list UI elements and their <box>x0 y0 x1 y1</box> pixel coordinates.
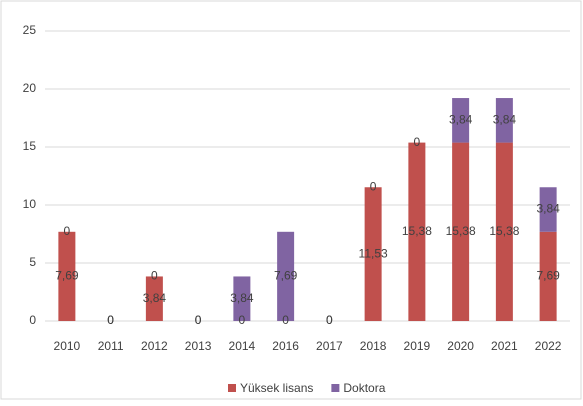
bar-segment <box>452 142 470 321</box>
x-tick-label: 2017 <box>316 339 343 353</box>
x-tick-label: 2019 <box>404 339 431 353</box>
bar-segment <box>452 98 470 143</box>
data-label: 15,38 <box>489 224 519 238</box>
bar-segment <box>233 276 251 321</box>
x-tick-label: 2012 <box>141 339 168 353</box>
data-label: 7,69 <box>536 269 560 283</box>
data-label: 0 <box>151 269 158 283</box>
data-label: 3,84 <box>230 291 254 305</box>
y-tick-label: 10 <box>23 197 37 211</box>
y-tick-label: 0 <box>29 313 36 327</box>
x-tick-label: 2022 <box>535 339 562 353</box>
data-label: 0 <box>414 135 421 149</box>
data-label: 7,69 <box>274 269 298 283</box>
bar-segment <box>539 231 557 321</box>
x-tick-label: 2018 <box>360 339 387 353</box>
bar-segment <box>364 187 382 321</box>
x-tick-label: 2011 <box>98 339 124 353</box>
data-label: 11,53 <box>359 246 388 260</box>
y-tick-label: 5 <box>29 255 36 269</box>
data-label: 0 <box>370 179 377 193</box>
data-label: 15,38 <box>446 224 476 238</box>
bar-segment <box>58 231 76 321</box>
y-tick-label: 15 <box>23 139 37 153</box>
bar-segment <box>277 231 295 321</box>
data-label: 15,38 <box>402 224 432 238</box>
data-label: 0 <box>195 313 202 327</box>
data-label: 0 <box>107 313 114 327</box>
y-tick-label: 25 <box>23 23 37 37</box>
bar-segment <box>495 142 513 321</box>
data-label: 0 <box>326 313 333 327</box>
data-label: 0 <box>195 313 202 327</box>
x-tick-label: 2016 <box>272 339 299 353</box>
data-label: 0 <box>326 313 333 327</box>
legend-label: Doktora <box>343 381 385 395</box>
y-tick-label: 20 <box>23 81 37 95</box>
data-label: 0 <box>239 313 246 327</box>
data-label: 0 <box>64 224 71 238</box>
bar-segment <box>539 187 557 232</box>
x-tick-label: 2020 <box>447 339 474 353</box>
data-label: 3,84 <box>449 112 473 126</box>
bar-segment <box>408 142 426 321</box>
data-label: 3,84 <box>143 291 167 305</box>
x-tick-label: 2013 <box>185 339 212 353</box>
legend-label: Yüksek lisans <box>240 381 313 395</box>
x-tick-label: 2014 <box>229 339 256 353</box>
data-label: 3,84 <box>493 112 517 126</box>
bar-segment <box>145 276 163 321</box>
bar-segment <box>495 98 513 143</box>
data-label: 3,84 <box>536 202 560 216</box>
data-label: 0 <box>282 313 289 327</box>
data-label: 0 <box>107 313 114 327</box>
legend-swatch <box>228 384 236 392</box>
legend-swatch <box>331 384 340 392</box>
x-tick-label: 2010 <box>54 339 81 353</box>
data-label: 7,69 <box>55 269 79 283</box>
x-tick-label: 2021 <box>491 339 518 353</box>
